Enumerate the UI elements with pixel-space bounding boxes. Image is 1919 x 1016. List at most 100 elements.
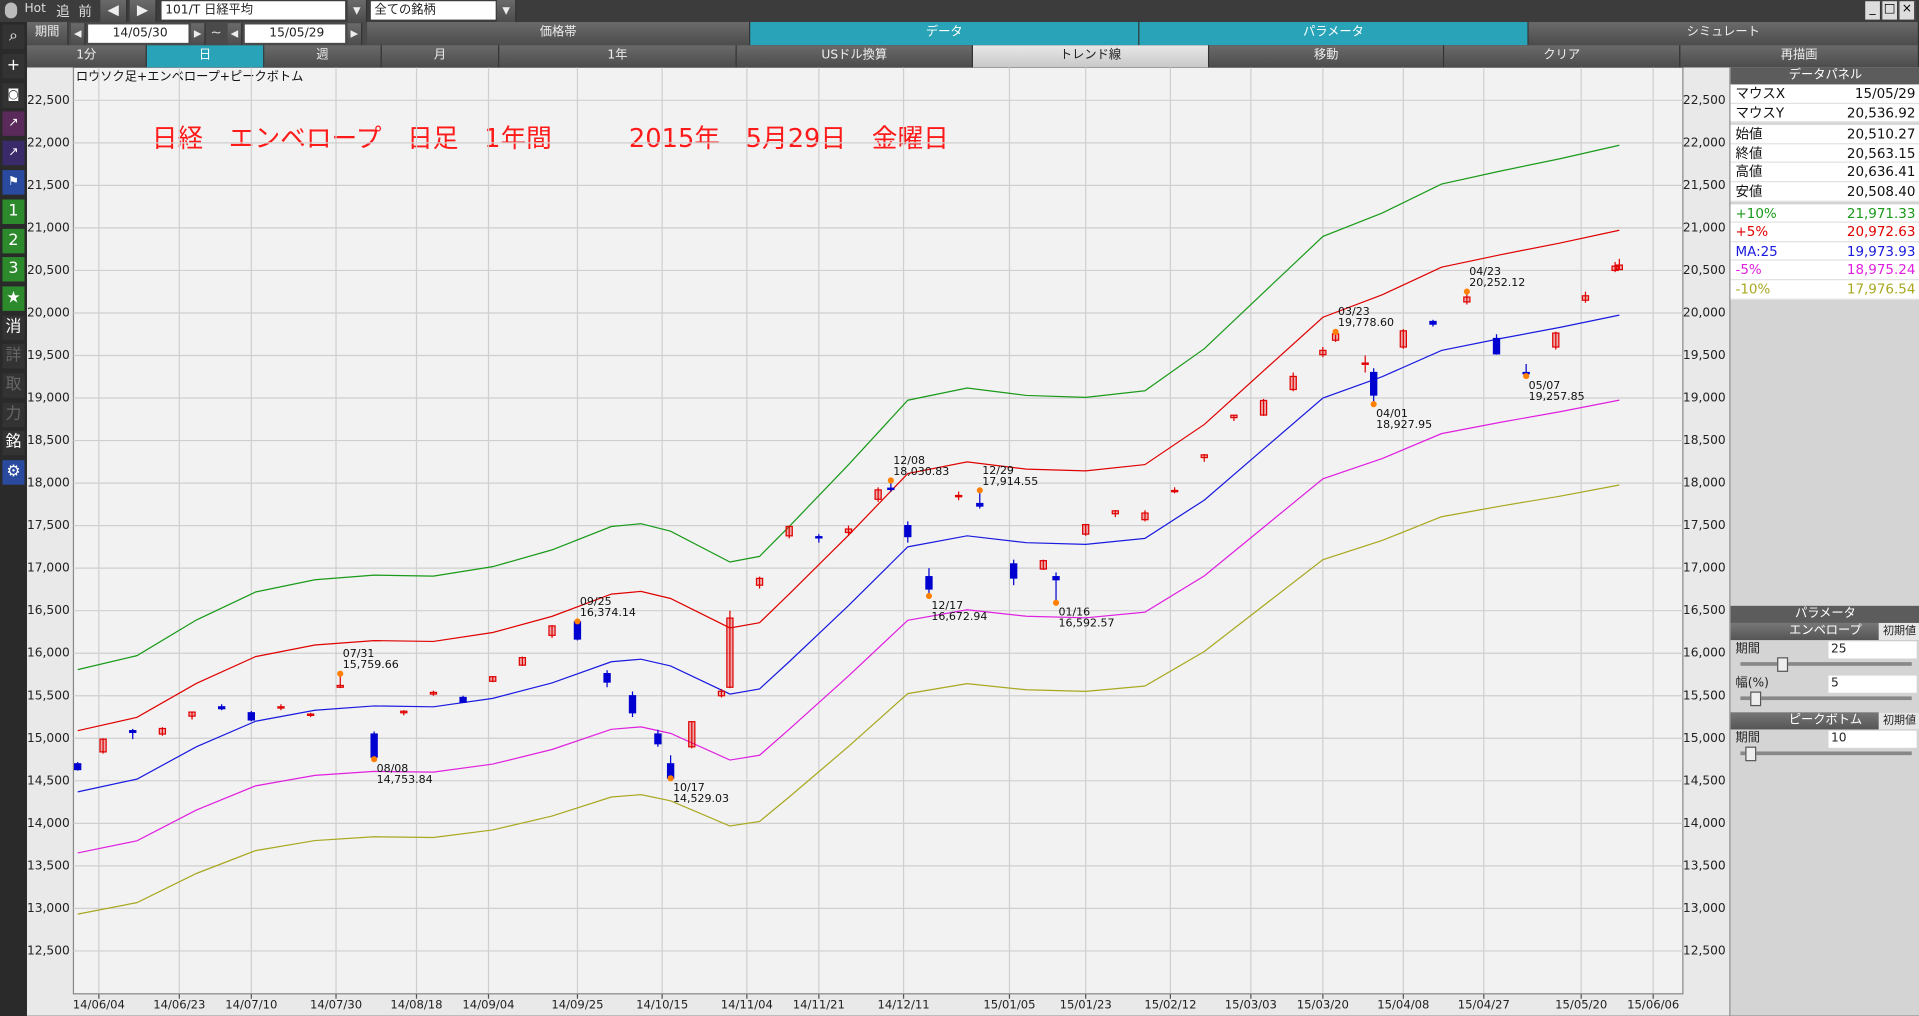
candle-body: [1052, 576, 1060, 581]
universe-field[interactable]: 全ての銘柄: [370, 1, 496, 20]
peak-date: 12/08: [893, 454, 925, 467]
candle-body: [158, 727, 167, 735]
tool-1[interactable]: 1: [2, 199, 25, 224]
maximize[interactable]: □: [1882, 1, 1899, 20]
symbol-field[interactable]: 101/T 日経平均: [161, 1, 346, 20]
y-tick-label: 17,000: [27, 561, 70, 575]
move-button[interactable]: 移動: [1209, 45, 1445, 68]
param-label: 幅(%): [1735, 676, 1769, 691]
candle-body: [755, 577, 764, 586]
symbol-tool[interactable]: 銘: [2, 430, 25, 456]
tool-2[interactable]: 2: [2, 228, 25, 254]
redraw-button[interactable]: 再描画: [1680, 45, 1919, 68]
data-row: +5% 20,972.63: [1730, 222, 1919, 243]
tab[interactable]: シミュレート: [1528, 22, 1919, 46]
reset-button[interactable]: 初期値: [1878, 712, 1919, 730]
x-tick-label: 15/06/06: [1627, 997, 1679, 1011]
peak-value: 16,374.14: [580, 606, 636, 619]
input-tool[interactable]: 力: [2, 402, 25, 428]
tool-3[interactable]: 3: [2, 257, 25, 282]
settings-icon[interactable]: ⚙: [2, 460, 25, 485]
prev-button[interactable]: ◀: [70, 23, 86, 46]
x-tick-label: 15/01/23: [1060, 997, 1112, 1011]
param-field: 期間 10: [1735, 730, 1917, 748]
interval-button[interactable]: 日: [146, 45, 265, 68]
chart-icon[interactable]: ↗: [2, 140, 25, 166]
candle-body: [628, 695, 637, 714]
peak-date: 07/31: [343, 647, 375, 660]
erase-tool[interactable]: 消: [2, 315, 25, 341]
peak-date: 03/23: [1338, 305, 1370, 318]
candle-body: [1082, 523, 1090, 535]
y-tick-label: 15,500: [1683, 688, 1726, 702]
interval-button[interactable]: 週: [264, 45, 382, 68]
close[interactable]: ×: [1899, 1, 1916, 20]
button-bar: 1分 日 週 月 1年 USドル換算 トレンド線 移動 クリア 再描画: [26, 45, 1919, 68]
y-tick-label: 15,500: [27, 688, 70, 702]
plot-area: [72, 66, 1684, 995]
trendline-button[interactable]: トレンド線: [973, 45, 1210, 68]
y-tick-label: 20,000: [27, 305, 70, 319]
flag-icon[interactable]: ⚑: [2, 170, 25, 195]
camera-icon[interactable]: ◙: [2, 83, 25, 108]
hot-button[interactable]: Hot: [24, 2, 46, 16]
usd-button[interactable]: USドル換算: [736, 45, 974, 68]
range-button[interactable]: 1年: [499, 45, 737, 68]
tab[interactable]: 価格帯: [367, 22, 751, 46]
interval-button[interactable]: 1分: [26, 45, 147, 68]
tool-button[interactable]: 前: [78, 3, 92, 20]
slider-knob[interactable]: [1777, 657, 1789, 672]
forward-button[interactable]: ▶: [129, 0, 157, 23]
chart-icon[interactable]: ↗: [2, 111, 25, 136]
row-value: 19,973.93: [1846, 243, 1916, 260]
search-icon[interactable]: ⌕: [2, 24, 25, 49]
param-value[interactable]: 25: [1828, 641, 1917, 659]
param-label: 期間: [1735, 642, 1760, 657]
param-value[interactable]: 5: [1828, 675, 1917, 693]
back-button[interactable]: ◀: [100, 0, 128, 23]
dropdown[interactable]: ▼: [347, 0, 368, 23]
y-tick-label: 17,000: [1683, 561, 1726, 575]
x-tick-label: 15/03/03: [1225, 997, 1277, 1011]
detail-tool[interactable]: 詳: [2, 343, 25, 369]
candle-body: [1039, 560, 1047, 570]
bulb-icon[interactable]: [4, 2, 18, 19]
envelope-line: [77, 314, 1620, 793]
group-header: ピークボトム 初期値: [1730, 712, 1919, 730]
reset-button[interactable]: 初期値: [1878, 622, 1919, 641]
next-button[interactable]: ▶: [347, 23, 363, 46]
prev-button[interactable]: ◀: [227, 23, 243, 46]
dropdown[interactable]: ▼: [496, 0, 517, 23]
peak-date: 08/08: [377, 762, 409, 775]
slider-knob[interactable]: [1745, 746, 1757, 762]
slider-knob[interactable]: [1750, 691, 1762, 707]
peak-marker: [337, 670, 344, 677]
add-icon[interactable]: +: [2, 53, 25, 79]
y-tick-label: 13,000: [27, 901, 70, 915]
tool-button[interactable]: 追: [56, 3, 70, 20]
next-button[interactable]: ▶: [190, 23, 206, 46]
date-to[interactable]: 15/05/29: [244, 24, 346, 43]
row-label: +10%: [1735, 205, 1777, 222]
clear-button[interactable]: クリア: [1444, 45, 1681, 68]
candle-body: [518, 657, 527, 666]
y-tick-label: 14,500: [27, 773, 70, 787]
candle-body: [1361, 362, 1369, 365]
star-icon[interactable]: ★: [2, 286, 25, 311]
minimize[interactable]: _: [1865, 1, 1882, 20]
param-value[interactable]: 10: [1828, 730, 1917, 748]
candle-body: [717, 690, 726, 697]
data-row: MA:25 19,973.93: [1730, 242, 1919, 262]
y-tick-label: 19,500: [1683, 348, 1726, 362]
interval-button[interactable]: 月: [381, 45, 500, 68]
tab[interactable]: パラメータ: [1139, 22, 1529, 46]
tab[interactable]: データ: [750, 22, 1140, 46]
take-tool[interactable]: 取: [2, 373, 25, 398]
candle-body: [247, 712, 255, 721]
period-bar: 期間 ◀ 14/05/30 ▶ ~ ◀ 15/05/29 ▶ 価格帯 データ パ…: [26, 22, 1919, 46]
candle-body: [1581, 295, 1590, 301]
y-tick-label: 20,500: [27, 263, 70, 277]
date-from[interactable]: 14/05/30: [88, 24, 189, 43]
candle-body: [306, 713, 315, 716]
